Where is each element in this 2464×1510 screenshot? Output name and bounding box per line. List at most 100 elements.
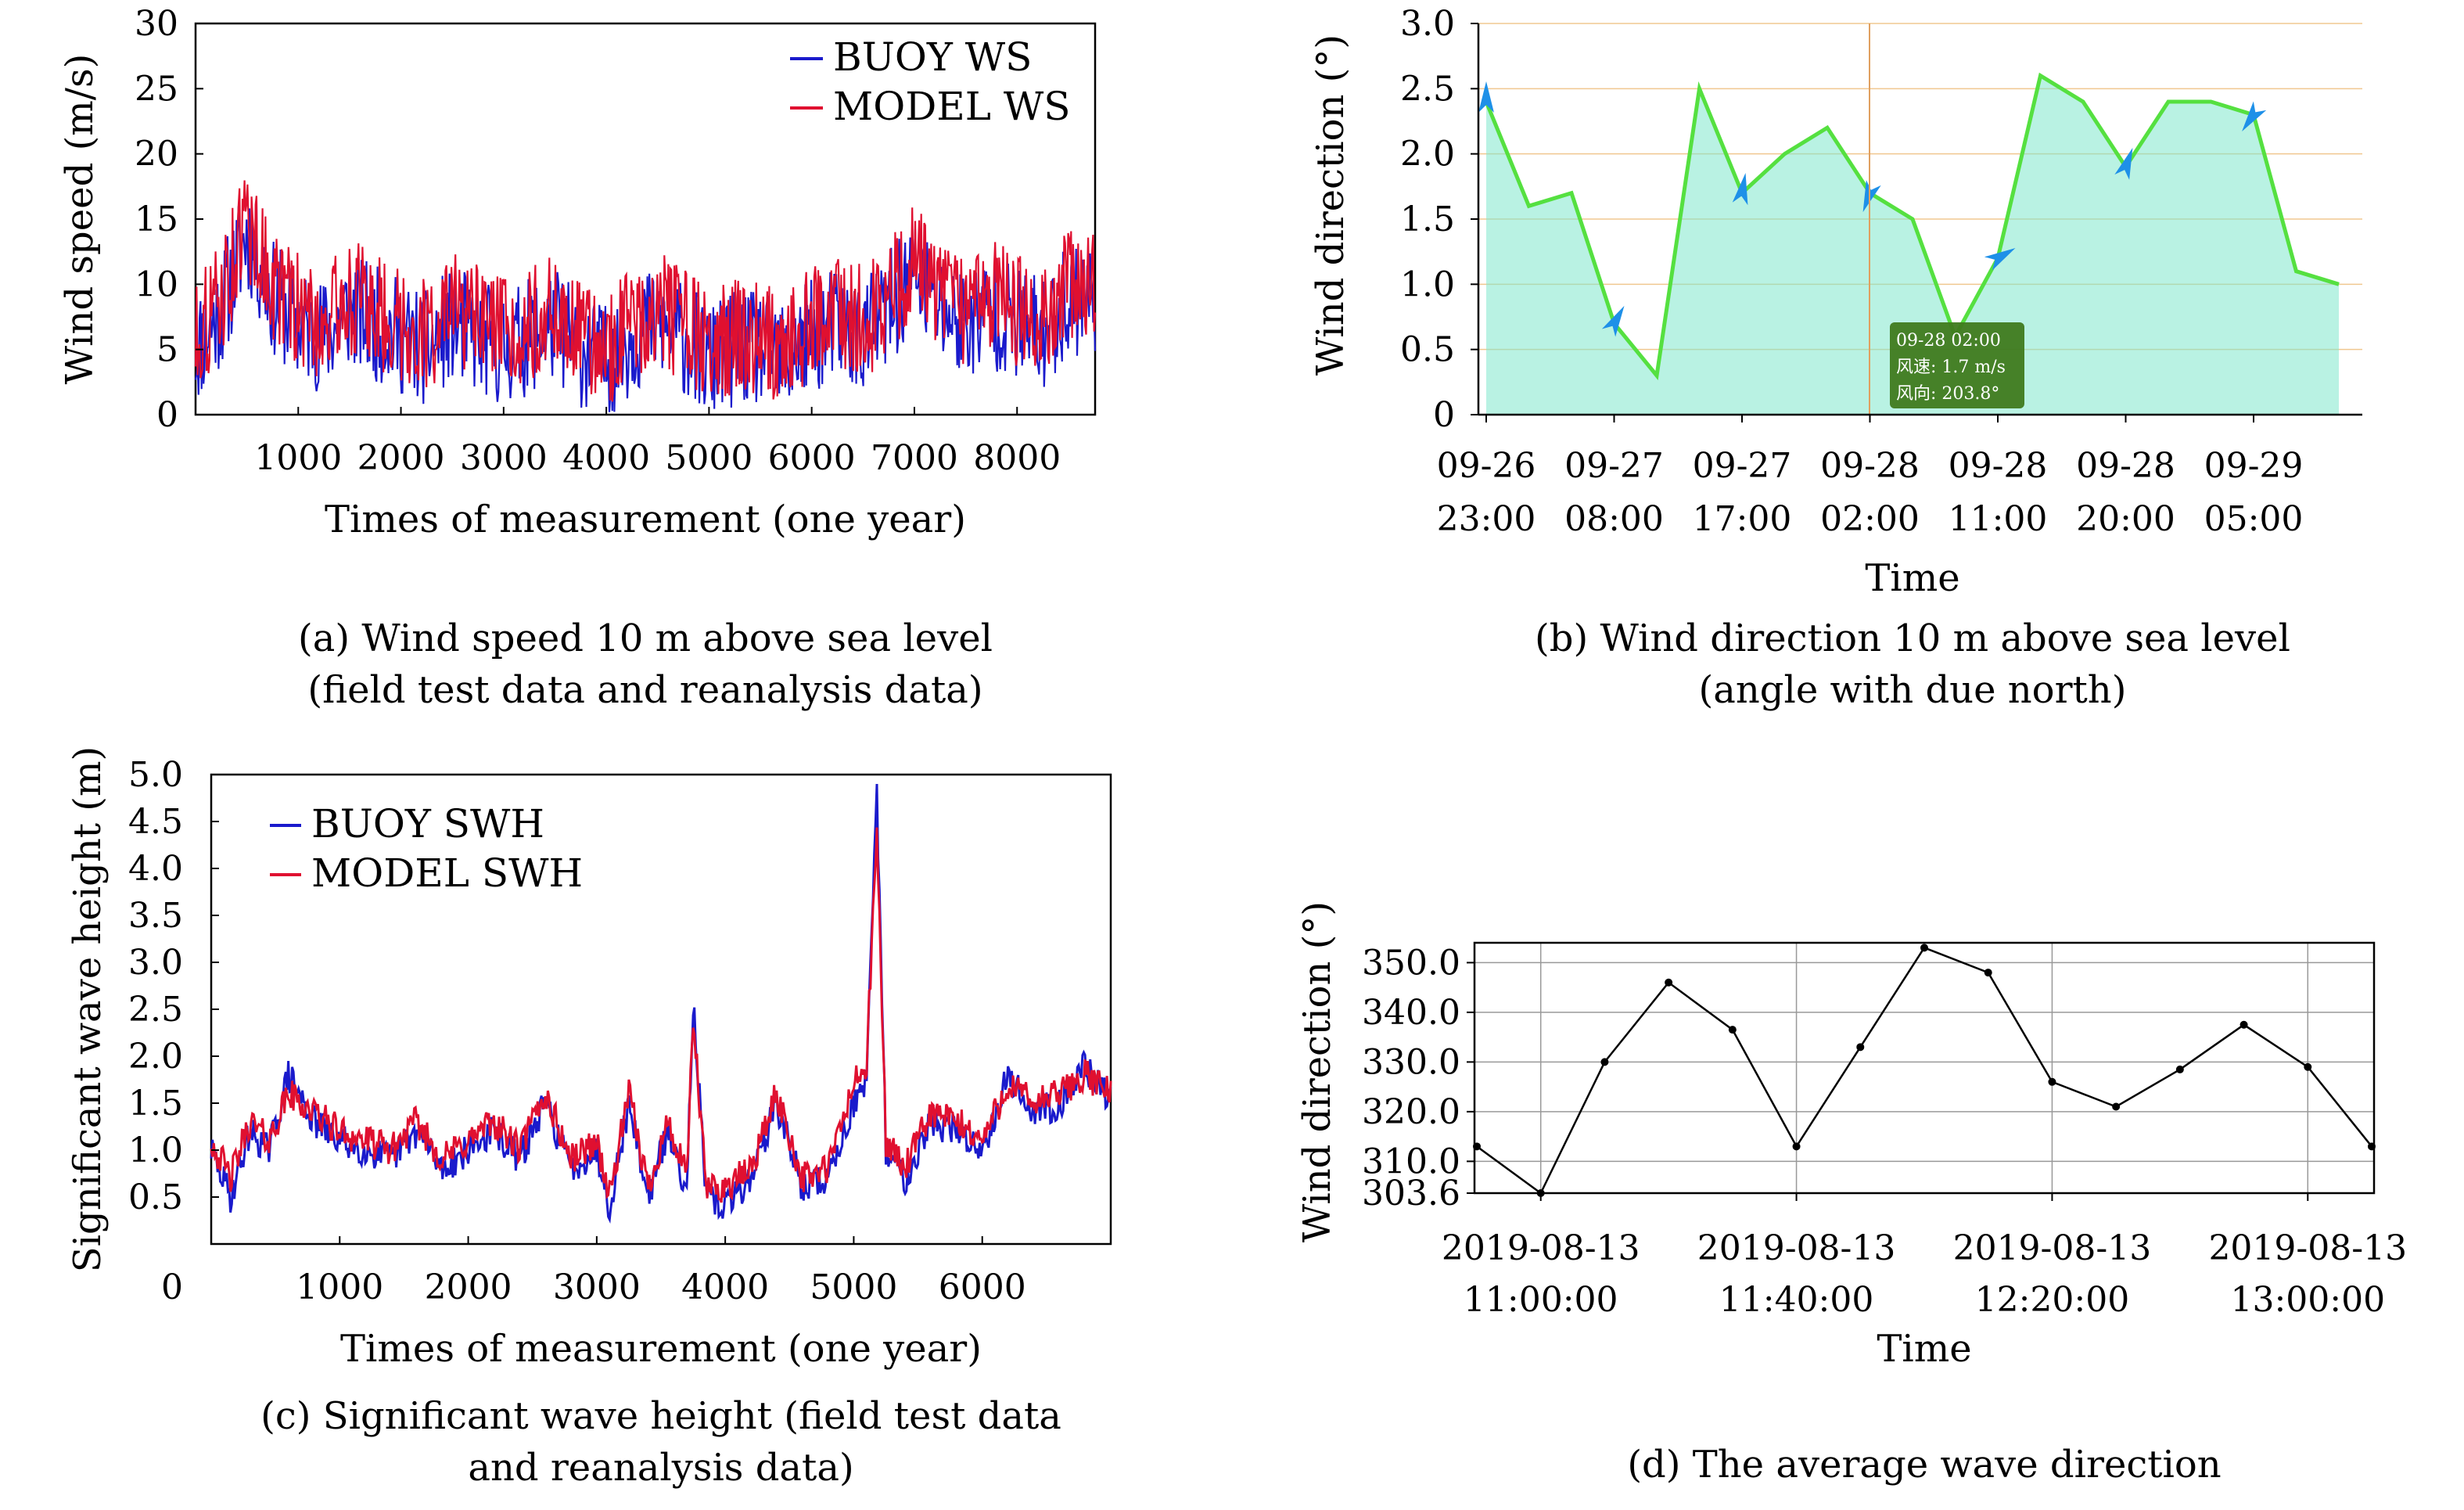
y-tick-label: 3.0 (128, 943, 183, 983)
y-tick-label: 1.5 (1400, 200, 1455, 239)
caption-b-line1: (b) Wind direction 10 m above sea level (1535, 617, 2290, 660)
x-tick-label: 0 (161, 1267, 183, 1307)
x-tick-label: 4000 (681, 1267, 769, 1307)
wind-arrow (1984, 248, 2016, 271)
legend: BUOY SWH MODEL SWH (270, 801, 583, 896)
y-tick-label: 0.5 (128, 1177, 183, 1217)
x-tick-label: 09-28 (1949, 446, 2048, 486)
series-line (1476, 946, 2372, 1195)
data-point (1728, 1026, 1737, 1034)
wind-arrows (1478, 81, 2267, 337)
x-axis-label: Times of measurement (one year) (340, 1327, 982, 1371)
x-tick-label: 3000 (460, 438, 548, 478)
y-tick-label: 5.0 (128, 755, 183, 795)
legend-label-model: MODEL WS (833, 84, 1071, 129)
wind-arrow (2242, 101, 2267, 131)
y-tick-label: 25 (135, 69, 178, 109)
series-group (194, 180, 1097, 412)
wind-arrow (1601, 305, 1625, 337)
y-tick-label: 0 (156, 395, 178, 435)
x-ticks: 2019-08-13 11:00:00 2019-08-13 11:40:00 2019… (1442, 1193, 2407, 1320)
y-tick-label: 1.0 (128, 1131, 183, 1170)
x-tick-label: 11:40:00 (1719, 1280, 1874, 1320)
data-point (1984, 969, 1992, 977)
y-tick-label: 30 (135, 4, 178, 44)
data-point (1600, 1058, 1609, 1066)
x-tick-label: 09-26 (1437, 446, 1536, 486)
panel-a: 0 5 10 15 20 25 30 1000 2000 3000 4000 5000 6000 700… (58, 4, 1097, 712)
y-tick-label: 0.5 (1400, 330, 1455, 370)
x-tick-label: 1000 (254, 438, 342, 478)
wind-arrow (2114, 147, 2133, 180)
legend-label-model: MODEL SWH (311, 850, 583, 896)
x-tick-label: 2019-08-13 (1697, 1228, 1896, 1268)
y-ticks: 0 5 10 15 20 25 30 (135, 4, 203, 435)
wind-arrow (1478, 81, 1494, 113)
series-line-model (210, 827, 1112, 1203)
y-tick-label: 10 (135, 264, 178, 304)
grid (1474, 943, 2374, 1193)
y-tick-label: 2.5 (1400, 69, 1455, 109)
data-point (1792, 1142, 1801, 1151)
data-point (1665, 978, 1673, 987)
x-tick-label: 02:00 (1820, 499, 1920, 539)
data-point (1920, 944, 1928, 952)
y-tick-label: 3.5 (128, 896, 183, 936)
x-tick-label: 09-28 (1820, 446, 1920, 486)
y-tick-label: 3.0 (1400, 4, 1455, 44)
area-fill (1486, 75, 2339, 415)
data-point (2304, 1062, 2312, 1071)
caption-a-line2: (field test data and reanalysis data) (307, 668, 982, 712)
y-tick-label: 5 (156, 330, 178, 370)
x-axis-label: Times of measurement (one year) (325, 498, 966, 541)
y-tick-label: 2.0 (128, 1037, 183, 1077)
x-tick-label: 6000 (768, 438, 856, 478)
y-tick-label: 0 (1433, 395, 1455, 435)
x-tick-label: 11:00:00 (1464, 1280, 1618, 1320)
legend-label-buoy: BUOY WS (833, 34, 1032, 80)
y-tick-label: 4.0 (128, 849, 183, 889)
x-tick-label: 11:00 (1949, 499, 2048, 539)
x-tick-label: 4000 (562, 438, 650, 478)
y-tick-label: 1.5 (128, 1084, 183, 1124)
x-tick-label: 09-27 (1693, 446, 1792, 486)
caption-c-line2: and reanalysis data) (468, 1446, 853, 1490)
x-tick-label: 5000 (665, 438, 752, 478)
data-point (2048, 1077, 2056, 1086)
y-tick-label: 330.0 (1362, 1042, 1460, 1082)
tooltip: 09-28 02:00 风速: 1.7 m/s 风向: 203.8° (1890, 322, 2024, 408)
x-ticks: 0 1000 2000 3000 4000 5000 6000 (161, 1236, 1026, 1307)
y-ticks: 0.5 1.0 1.5 2.0 2.5 3.0 3.5 4.0 4.5 5.0 (128, 755, 219, 1217)
legend: BUOY WS MODEL WS (790, 34, 1071, 129)
caption-b-line2: (angle with due north) (1699, 668, 2127, 712)
wind-arrow (1732, 173, 1748, 206)
x-ticks: 1000 2000 3000 4000 5000 6000 7000 8000 (254, 407, 1061, 478)
series-line (1484, 72, 2340, 380)
data-point (1856, 1043, 1865, 1052)
x-tick-label: 2019-08-13 (1953, 1228, 2152, 1268)
tooltip-time: 09-28 02:00 (1896, 331, 2001, 351)
legend-label-buoy: BUOY SWH (311, 801, 544, 847)
tooltip-direction: 风向: 203.8° (1896, 384, 1999, 404)
caption-c-line1: (c) Significant wave height (field test … (260, 1394, 1061, 1438)
x-tick-label: 20:00 (2076, 499, 2175, 539)
y-tick-label: 303.6 (1362, 1174, 1460, 1213)
x-tick-label: 13:00:00 (2230, 1280, 2385, 1320)
series-line-model (194, 180, 1097, 402)
series-points (1473, 944, 2376, 1197)
data-point (2368, 1142, 2376, 1151)
series-group (210, 783, 1112, 1224)
x-tick-label: 2019-08-13 (2208, 1228, 2407, 1268)
tooltip-box (1890, 322, 2024, 408)
data-point (1473, 1142, 1481, 1151)
x-tick-label: 7000 (871, 438, 958, 478)
x-axis-label: Time (1865, 556, 1959, 600)
panel-c: 0.5 1.0 1.5 2.0 2.5 3.0 3.5 4.0 4.5 5.0 0 1000 2000… (66, 746, 1112, 1490)
x-tick-label: 2000 (425, 1267, 512, 1307)
x-axis-label: Time (1877, 1327, 1971, 1371)
y-ticks: 0 0.5 1.0 1.5 2.0 2.5 3.0 (1400, 4, 1478, 435)
y-tick-label: 1.0 (1400, 264, 1455, 304)
y-tick-label: 340.0 (1362, 993, 1460, 1033)
